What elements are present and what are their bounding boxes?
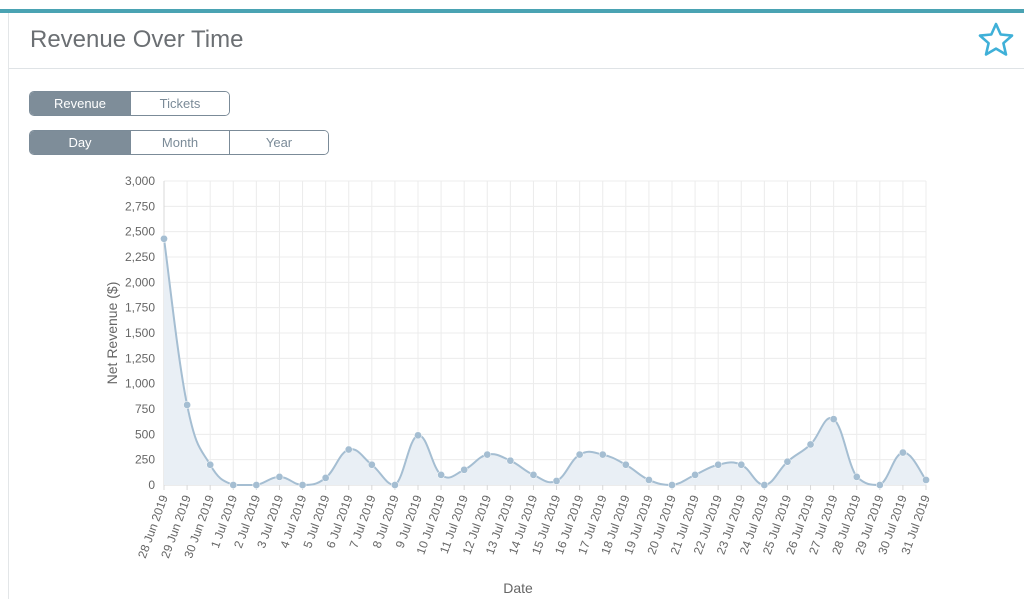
- month-toggle-button[interactable]: Month: [130, 131, 229, 154]
- y-tick-label: 750: [135, 402, 155, 416]
- year-toggle-button[interactable]: Year: [229, 131, 328, 154]
- data-point: [875, 481, 884, 489]
- data-point: [783, 457, 792, 466]
- x-axis-title: Date: [503, 580, 533, 596]
- data-point: [183, 401, 191, 409]
- data-point: [552, 477, 561, 485]
- revenue-panel: Revenue Over Time Revenue Tickets Day Mo…: [8, 13, 1024, 599]
- data-point: [829, 415, 838, 423]
- data-point: [298, 481, 307, 489]
- data-point: [529, 471, 538, 479]
- y-tick-label: 1,000: [125, 377, 155, 391]
- page-title: Revenue Over Time: [30, 26, 244, 53]
- y-tick-label: 1,250: [125, 351, 155, 365]
- y-tick-label: 2,750: [125, 199, 155, 213]
- data-point: [483, 450, 492, 459]
- panel-header: Revenue Over Time: [9, 13, 1024, 69]
- data-point: [852, 473, 861, 481]
- data-point: [668, 481, 676, 489]
- y-tick-label: 0: [148, 478, 155, 492]
- tickets-toggle-button[interactable]: Tickets: [130, 92, 229, 115]
- data-point: [737, 460, 746, 469]
- data-point: [806, 440, 815, 449]
- y-axis-title: Net Revenue ($): [104, 282, 120, 385]
- data-point: [229, 481, 238, 489]
- y-tick-label: 500: [135, 427, 155, 441]
- data-point: [899, 448, 907, 457]
- day-toggle-button[interactable]: Day: [30, 131, 130, 154]
- y-tick-label: 1,500: [125, 326, 155, 340]
- data-point: [575, 450, 584, 459]
- data-point: [344, 445, 353, 454]
- data-point: [391, 481, 399, 489]
- data-point: [691, 471, 699, 479]
- data-point: [414, 431, 422, 440]
- data-point: [922, 476, 930, 484]
- y-tick-label: 250: [135, 453, 155, 467]
- data-point: [460, 465, 469, 474]
- data-point: [714, 460, 723, 469]
- data-point: [760, 481, 769, 489]
- data-point: [506, 456, 515, 465]
- y-tick-label: 2,000: [125, 275, 155, 289]
- metric-toggle: Revenue Tickets: [29, 91, 230, 116]
- data-point: [645, 476, 653, 484]
- data-point: [437, 471, 445, 479]
- revenue-toggle-button[interactable]: Revenue: [30, 92, 130, 115]
- y-tick-label: 2,500: [125, 225, 155, 239]
- top-accent-bar: [0, 9, 1024, 13]
- period-toggle: Day Month Year: [29, 130, 329, 155]
- star-icon[interactable]: [977, 21, 1015, 59]
- y-tick-label: 2,250: [125, 250, 155, 264]
- data-point: [621, 460, 630, 469]
- data-point: [252, 481, 261, 489]
- y-tick-label: 3,000: [125, 174, 155, 188]
- data-point: [275, 473, 284, 481]
- data-point: [206, 460, 215, 469]
- data-point: [598, 450, 607, 459]
- data-point: [321, 474, 330, 482]
- y-tick-label: 1,750: [125, 301, 155, 315]
- data-point: [160, 234, 168, 243]
- data-point: [367, 460, 376, 469]
